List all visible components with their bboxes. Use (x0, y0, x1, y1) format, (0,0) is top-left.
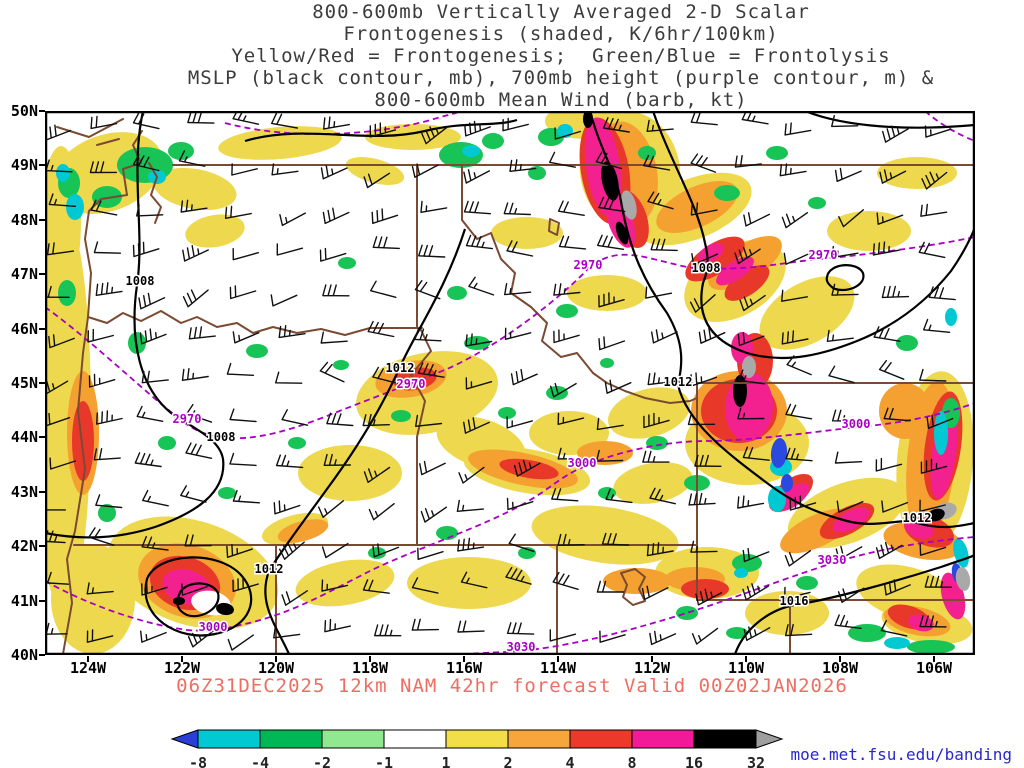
colorbar-segment (321, 729, 385, 749)
contour-label: 3030 (507, 640, 536, 654)
lat-axis-label: 45N (10, 374, 38, 392)
colorbar-tick-label: 1 (441, 754, 450, 768)
colorbar-segment (383, 729, 447, 749)
contour-label: 3000 (568, 456, 597, 470)
contour-label: 2970 (574, 258, 603, 272)
lon-tick-mark (839, 656, 841, 662)
lat-tick-mark (39, 436, 45, 439)
lat-axis-label: 41N (10, 591, 38, 610)
lon-axis-label: 110W (727, 659, 765, 677)
colorbar-tick-label: 32 (747, 754, 765, 768)
lat-axis-label: 49N (10, 156, 38, 175)
lon-axis-label: 124W (69, 659, 107, 677)
contour-label: 1012 (903, 511, 932, 525)
lon-tick-mark (651, 656, 653, 662)
lon-tick-mark (557, 656, 559, 662)
contour-label: 1008 (692, 261, 721, 275)
colorbar-tick-label: 16 (685, 754, 703, 768)
lon-tick-mark (463, 656, 465, 662)
colorbar-tick-label: -4 (251, 754, 269, 768)
contour-label: 3030 (818, 553, 847, 567)
contour-label: 1012 (255, 562, 284, 576)
lat-axis-label: 50N (10, 102, 38, 120)
lat-tick-mark (39, 382, 45, 384)
lat-axis-label: 42N (10, 537, 38, 556)
colorbar-segment (507, 729, 571, 749)
colorbar-tick-label: -8 (189, 754, 207, 768)
chart-title-line-2: Frontogenesis (shaded, K/6hr/100km) (343, 23, 779, 45)
lon-axis-label: 106W (915, 659, 953, 677)
lat-tick-mark (39, 164, 45, 167)
chart-title-line-3: Yellow/Red = Frontogenesis; Green/Blue =… (231, 45, 891, 67)
contour-labels: 1008 1008 2970 2970 1012 1012 3000 2970 2970 1008… (124, 247, 933, 656)
website-link[interactable]: moe.met.fsu.edu/banding (790, 745, 1012, 764)
lat-tick-mark (39, 327, 45, 330)
lat-axis-label: 48N (10, 210, 38, 229)
map-plot-area: 1008 1008 2970 2970 1012 1012 3000 2970 2970 1008… (45, 111, 975, 655)
contour-label: 1008 (126, 274, 155, 288)
forecast-caption: 06Z31DEC2025 12km NAM 42hr forecast Vali… (176, 675, 848, 697)
frontogenesis-map: 1008 1008 2970 2970 1012 1012 3000 2970 2970 1008… (45, 111, 975, 655)
lat-tick-mark (39, 273, 45, 276)
lat-axis-label: 44N (10, 428, 38, 447)
lat-tick-mark (39, 654, 45, 656)
contour-label: 3000 (842, 417, 871, 431)
contour-label: 2970 (397, 377, 426, 391)
lon-tick-mark (181, 656, 183, 662)
contour-label: 1008 (207, 430, 236, 444)
colorbar-segment (445, 729, 509, 749)
colorbar-right-arrow (755, 729, 784, 749)
colorbar-segment (693, 729, 757, 749)
contour-label: 2970 (809, 248, 838, 262)
colorbar-legend: -8 -4 -2 -1 1 2 4 8 16 32 (170, 729, 784, 768)
chart-title-line-1: 800-600mb Vertically Averaged 2-D Scalar (312, 1, 810, 23)
lon-axis-label: 116W (445, 659, 483, 677)
colorbar-tick-label: 4 (565, 754, 574, 768)
chart-title-line-4: MSLP (black contour, mb), 700mb height (… (187, 67, 935, 89)
lat-tick-mark (39, 218, 45, 221)
lon-axis-label: 114W (539, 659, 577, 677)
wind-barbs (45, 111, 956, 651)
contour-label: 2970 (173, 412, 202, 426)
lat-tick-mark (39, 599, 45, 602)
colorbar-segment (197, 729, 261, 749)
lon-tick-mark (369, 656, 371, 662)
lon-axis-label: 112W (633, 659, 671, 677)
mslp-contours (45, 111, 975, 655)
lon-tick-mark (933, 656, 935, 662)
lat-tick-mark (39, 110, 45, 112)
lon-tick-mark (745, 656, 747, 662)
colorbar-left-arrow (170, 729, 199, 749)
lon-axis-label: 118W (351, 659, 389, 677)
lat-tick-mark (39, 490, 45, 493)
lon-axis-label: 120W (257, 659, 295, 677)
colorbar-tick-label: -1 (375, 754, 393, 768)
lon-tick-mark (275, 656, 277, 662)
lat-axis-label: 43N (10, 482, 38, 501)
colorbar-tick-label: -2 (313, 754, 331, 768)
colorbar-tick-label: 2 (503, 754, 512, 768)
lon-axis-label: 108W (821, 659, 859, 677)
contour-label: 1012 (664, 375, 693, 389)
contour-label: 1012 (386, 361, 415, 375)
contour-label: 1016 (780, 594, 809, 608)
lon-axis-label: 122W (163, 659, 201, 677)
contour-label: 3000 (199, 620, 228, 634)
chart-title-line-5: 800-600mb Mean Wind (barb, kt) (374, 89, 748, 111)
lat-axis-label: 46N (10, 319, 38, 338)
colorbar-segment (259, 729, 323, 749)
state-borders (56, 118, 975, 655)
lat-axis-label: 40N (10, 646, 38, 664)
colorbar-segment (631, 729, 695, 749)
lon-tick-mark (87, 656, 89, 662)
lat-tick-mark (39, 545, 45, 548)
colorbar-segment (569, 729, 633, 749)
lat-axis-label: 47N (10, 265, 38, 284)
colorbar-tick-label: 8 (627, 754, 636, 768)
